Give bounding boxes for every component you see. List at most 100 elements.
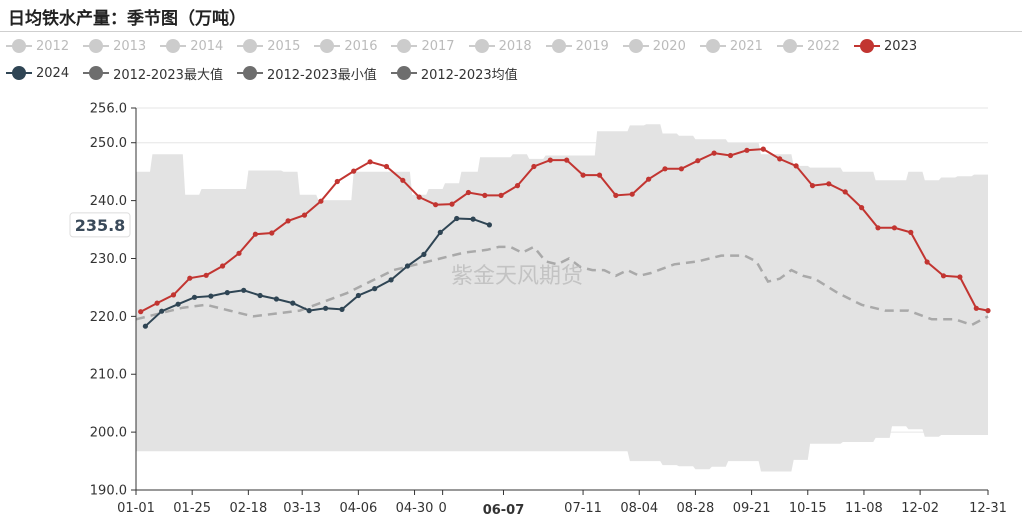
legend-item-2024[interactable]: 2024: [6, 66, 69, 81]
data-point-2023: [547, 157, 553, 163]
legend-label: 2022: [806, 38, 841, 54]
data-point-2023: [220, 263, 226, 269]
data-point-2023: [252, 231, 258, 237]
max-min-range-band: [136, 124, 988, 472]
data-point-2023: [334, 178, 340, 185]
data-point-2023: [760, 146, 766, 152]
legend-symbol-icon: [6, 66, 32, 80]
data-point-2023: [727, 152, 734, 159]
data-point-2023: [826, 181, 832, 187]
data-point-2023: [613, 192, 619, 198]
y-tick-label: 250.0: [90, 136, 127, 151]
x-tick-label: 01-25: [173, 501, 211, 516]
legend-label: 2015: [267, 38, 301, 54]
legend-symbol-icon: [83, 66, 110, 80]
data-point-2024: [257, 292, 263, 299]
legend-label: 2013: [113, 38, 147, 54]
data-point-2023: [465, 189, 471, 196]
legend-symbol-icon: [391, 39, 418, 53]
data-point-2023: [777, 156, 783, 162]
legend-item-2020[interactable]: 2020: [622, 38, 686, 54]
data-point-2023: [985, 308, 991, 314]
data-point-2023: [170, 292, 177, 298]
data-point-2023: [580, 172, 586, 178]
legend-item-2021[interactable]: 2021: [699, 39, 763, 54]
data-point-2023: [859, 205, 865, 211]
data-point-2024: [486, 222, 492, 228]
x-tick-label: 11-08: [845, 501, 883, 516]
axis-pointer-badge: [69, 212, 131, 238]
legend-row: 2024 2012-2023最大值 2012-2023最小值 2012-2023均值: [6, 63, 532, 83]
legend-label: 2020: [652, 38, 686, 54]
data-point-2023: [514, 183, 521, 189]
y-tick-label: 190.0: [90, 484, 127, 499]
data-point-2023: [433, 202, 439, 208]
legend-item-2022[interactable]: 2022: [776, 38, 841, 54]
legend-label: 2012-2023最小值: [266, 67, 377, 83]
x-tick-label: 04-30: [396, 501, 434, 516]
data-point-2024: [372, 286, 378, 292]
x-tick-label: 0: [438, 501, 446, 516]
legend-symbol-icon: [236, 66, 263, 80]
legend-item-2012-2023最大值[interactable]: 2012-2023最大值: [83, 64, 223, 83]
data-point-2024: [224, 290, 230, 296]
legend-label: 2014: [190, 38, 224, 54]
y-tick-label: 220.0: [90, 310, 127, 325]
data-point-2024: [323, 305, 329, 311]
x-tick-label: 04-06: [339, 501, 377, 516]
data-point-2023: [203, 272, 209, 278]
legend-item-2018[interactable]: 2018: [468, 38, 532, 54]
x-tick-label: 01-01: [117, 501, 155, 516]
data-point-2024: [339, 306, 345, 312]
data-point-2023: [236, 250, 242, 256]
data-point-2024: [355, 292, 361, 299]
data-point-2023: [678, 166, 685, 172]
data-point-2023: [744, 147, 750, 153]
legend-item-2023[interactable]: 2023: [854, 39, 917, 54]
data-point-2023: [662, 166, 668, 172]
data-point-2024: [273, 296, 279, 302]
legend-symbol-icon: [468, 39, 495, 53]
x-tick-label: 03-13: [283, 501, 321, 516]
data-point-2023: [187, 275, 193, 281]
x-tick-label: 08-28: [677, 501, 715, 516]
legend-label: 2023: [884, 38, 918, 54]
y-tick-label: 200.0: [90, 426, 127, 441]
legend-symbol-icon: [6, 39, 32, 53]
legend-item-2019[interactable]: 2019: [545, 39, 609, 54]
legend-item-2014[interactable]: 2014: [160, 39, 223, 54]
legend-item-2016[interactable]: 2016: [314, 39, 377, 54]
title-divider: [0, 31, 1022, 32]
data-point-2024: [388, 277, 394, 283]
data-point-2024: [421, 251, 427, 257]
data-point-2023: [596, 172, 603, 178]
legend-item-2012-2023均值[interactable]: 2012-2023均值: [390, 64, 518, 83]
y-tick-label: 210.0: [90, 368, 127, 383]
y-tick-label: 230.0: [90, 252, 127, 267]
legend-item-2012[interactable]: 2012: [6, 39, 69, 54]
x-tick-label: 12-31: [969, 501, 1007, 516]
legend-item-2015[interactable]: 2015: [237, 39, 300, 54]
x-tick-label: 10-15: [789, 501, 827, 516]
legend-row: 2012 2013 2014 2015 2016 2017 2018 2019 2020 2021…: [6, 36, 931, 56]
data-point-2023: [400, 177, 406, 183]
legend-item-2013[interactable]: 2013: [83, 39, 146, 54]
data-point-2024: [208, 293, 214, 299]
data-point-2024: [404, 263, 411, 269]
legend-item-2012-2023最小值[interactable]: 2012-2023最小值: [236, 64, 377, 83]
legend-item-2017[interactable]: 2017: [391, 39, 455, 54]
chart-title: 日均铁水产量：季节图（万吨）: [8, 9, 246, 29]
y-tick-label: 240.0: [90, 194, 127, 209]
axis-pointer-label: 235.8: [75, 216, 126, 235]
data-point-2023: [498, 192, 504, 198]
legend-symbol-icon: [699, 39, 726, 53]
data-point-2024: [191, 294, 198, 300]
data-point-2023: [940, 273, 947, 279]
data-point-2023: [138, 309, 144, 315]
data-point-2023: [301, 212, 308, 218]
data-point-2023: [908, 229, 914, 235]
legend-label: 2018: [498, 38, 532, 54]
legend-symbol-icon: [776, 39, 803, 53]
data-point-2023: [891, 225, 898, 231]
legend-symbol-icon: [314, 39, 341, 53]
